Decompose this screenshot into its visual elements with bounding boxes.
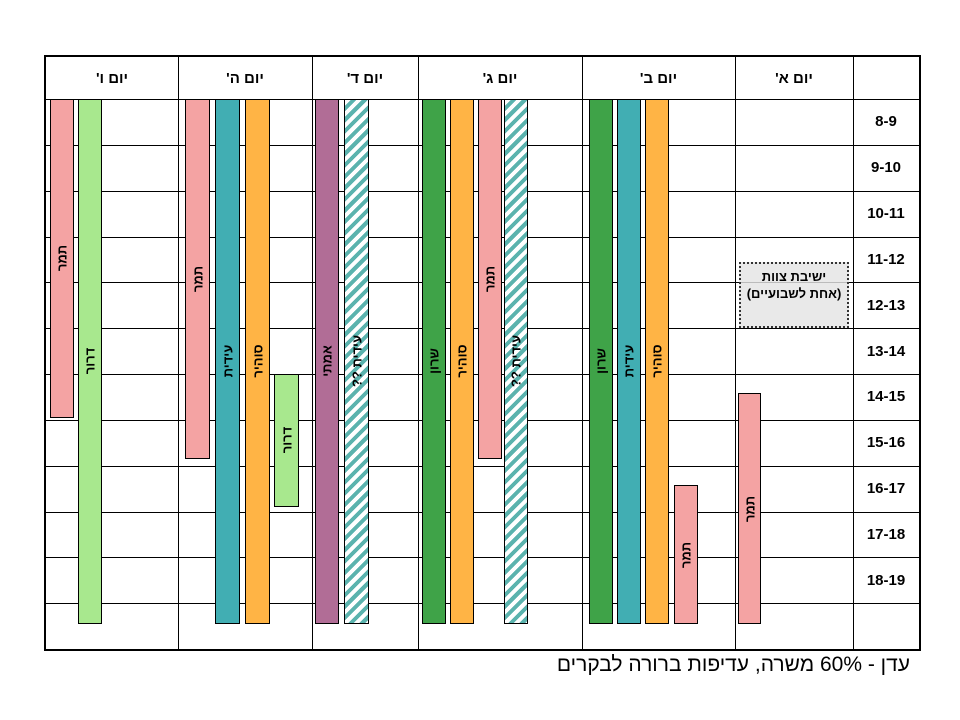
grid-line-horizontal	[46, 465, 919, 467]
time-label: 9-10	[870, 159, 902, 177]
grid-line-vertical	[312, 57, 313, 649]
meeting-box-line2: (אחת לשבועיים)	[746, 285, 842, 301]
bar-person-label: שרון	[426, 348, 442, 375]
team-meeting-box: ישיבת צוות (אחת לשבועיים)	[739, 261, 849, 329]
schedule-bar: דרור	[274, 374, 299, 507]
bar-person-label: תמר	[742, 495, 757, 522]
day-header: יום ד'	[346, 69, 384, 87]
bar-person-label: תמר	[482, 265, 498, 293]
grid-line-vertical	[418, 57, 419, 649]
time-label: 13-14	[866, 342, 906, 360]
schedule-bar: שרון	[589, 99, 613, 624]
time-label: 11-12	[867, 250, 905, 268]
schedule-bar: סוהיר	[645, 99, 669, 624]
time-label: 17-18	[866, 525, 906, 543]
day-header: יום ב'	[639, 69, 678, 87]
bar-person-label: סוהיר	[454, 344, 470, 378]
schedule-bar: תמר	[674, 485, 698, 624]
grid-line-vertical	[582, 57, 583, 649]
schedule-bar: תמר	[738, 393, 761, 624]
schedule-bar: דרור	[78, 99, 102, 624]
schedule-bar: עידית	[617, 99, 641, 624]
day-header: יום ה'	[226, 69, 264, 87]
schedule-bar: תמר	[185, 99, 210, 459]
bar-person-label: תמר	[190, 265, 205, 293]
weekly-schedule-chart: יום ו' יום ה' יום ד' יום ג' יום ב' יום א' 8-9 9…	[44, 55, 921, 651]
bar-person-label: עידית ??	[349, 335, 364, 388]
time-label: 10-11	[867, 205, 905, 223]
bar-person-label: תמר	[54, 245, 70, 272]
bar-person-label: סוהיר	[649, 344, 665, 378]
time-label: 8-9	[875, 113, 897, 131]
grid-line-horizontal	[46, 511, 919, 513]
schedule-bar: עידית ??	[344, 99, 369, 624]
time-label: 14-15	[866, 388, 906, 406]
grid-line-horizontal	[46, 603, 919, 605]
meeting-box-line1: ישיבת צוות	[761, 268, 827, 284]
bar-person-label: דרור	[82, 348, 98, 375]
time-label: 12-13	[866, 296, 906, 314]
schedule-bar: אמתי	[315, 99, 339, 624]
grid-line-horizontal	[46, 557, 919, 559]
schedule-bar: עידית ??	[504, 99, 528, 624]
day-header: יום ג'	[482, 69, 518, 87]
bar-person-label: דרור	[279, 427, 294, 454]
schedule-bar: תמר	[50, 99, 74, 418]
grid-line-vertical	[178, 57, 179, 649]
bar-person-label: תמר	[678, 541, 694, 568]
footer-note: עדן - 60% משרה, עדיפות ברורה לבקרים	[556, 653, 910, 676]
schedule-bar: עידית	[215, 99, 240, 624]
bar-person-label: שרון	[593, 348, 609, 375]
bar-person-label: עידית	[220, 345, 235, 378]
time-label: 18-19	[866, 571, 906, 589]
bar-person-label: עידית ??	[508, 335, 524, 388]
day-header: יום ו'	[95, 69, 129, 87]
time-label: 15-16	[866, 434, 906, 452]
time-label: 16-17	[866, 480, 906, 498]
bar-person-label: עידית	[621, 345, 637, 378]
grid-line-vertical	[735, 57, 736, 649]
schedule-bar: סוהיר	[245, 99, 270, 624]
schedule-bar: שרון	[422, 99, 446, 624]
schedule-bar: סוהיר	[450, 99, 474, 624]
bar-person-label: סוהיר	[250, 344, 265, 378]
schedule-bar: תמר	[478, 99, 502, 459]
bar-person-label: אמתי	[319, 345, 335, 378]
day-header: יום א'	[775, 69, 813, 87]
grid-line-vertical	[853, 57, 854, 649]
